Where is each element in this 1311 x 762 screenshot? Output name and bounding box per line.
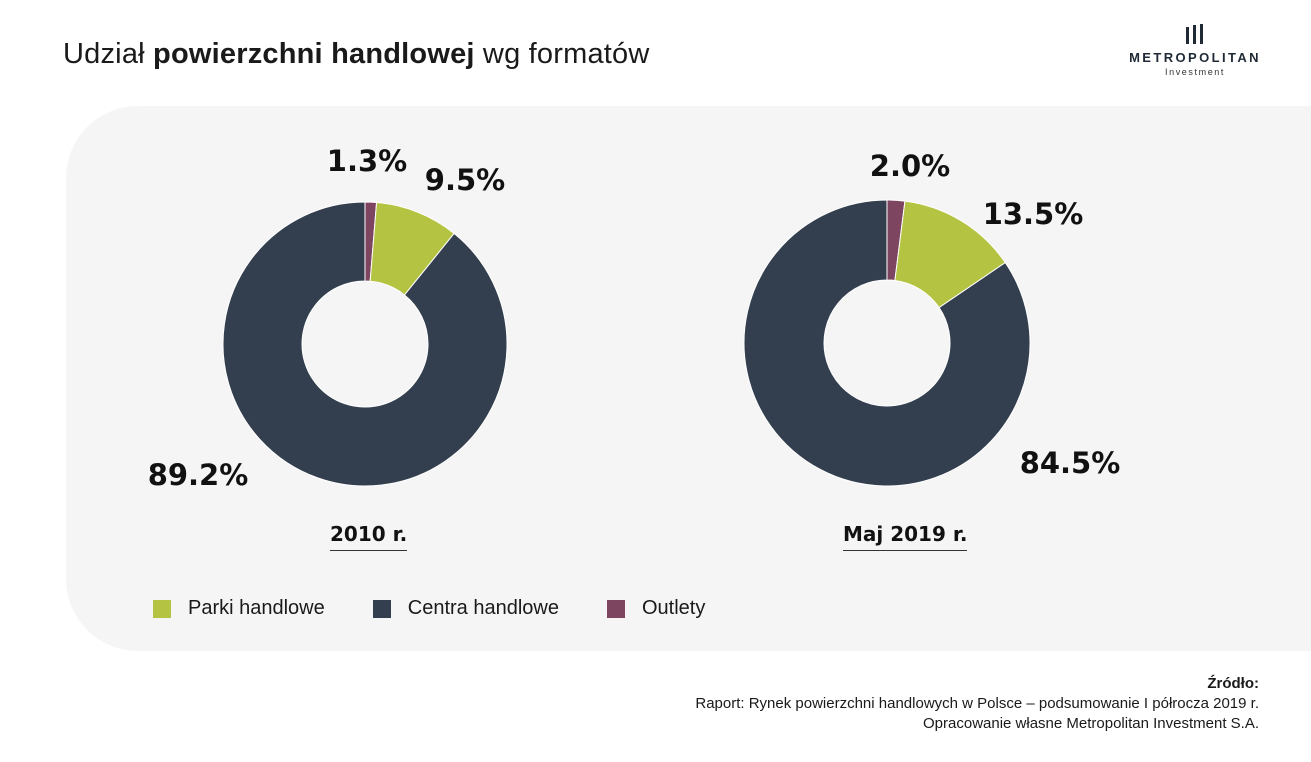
company-logo: METROPOLITAN Investment [1125, 24, 1265, 77]
source-line-1: Raport: Rynek powierzchni handlowych w P… [695, 695, 1259, 712]
data-label-2010-outlety: 1.3% [327, 144, 407, 178]
chart-title-2019: Maj 2019 r. [843, 522, 968, 551]
page-title: Udział powierzchni handlowej wg formatów [63, 38, 650, 71]
legend-label-parki: Parki handlowe [188, 597, 325, 619]
data-label-2019-centra-handlowe: 84.5% [1020, 446, 1121, 480]
title-prefix: Udział [63, 38, 154, 70]
logo-name: METROPOLITAN [1129, 50, 1261, 65]
legend-item-outlety: Outlety [606, 597, 706, 620]
donut-slice-2019-centra-handlowe [743, 199, 1031, 487]
chart-title-2010: 2010 r. [330, 522, 408, 551]
data-label-2019-outlety: 2.0% [870, 149, 950, 183]
legend-label-centra: Centra handlowe [407, 597, 559, 619]
data-label-2010-parki-handlowe: 9.5% [425, 163, 505, 197]
donut-slice-2010-centra-handlowe [222, 201, 508, 487]
legend-swatch-outlety [606, 599, 625, 618]
legend-swatch-parki [153, 599, 171, 618]
legend: Parki handlowe Centra handlowe Outlety [153, 597, 753, 620]
logo-subtitle: Investment [1164, 67, 1226, 77]
source-line-2: Opracowanie własne Metropolitan Investme… [923, 715, 1259, 732]
source-heading: Źródło: [1207, 675, 1259, 692]
legend-swatch-centra [372, 599, 391, 618]
title-emphasis: powierzchni handlowej [153, 38, 475, 70]
data-label-2010-centra-handlowe: 89.2% [148, 458, 249, 492]
data-label-2019-parki-handlowe: 13.5% [983, 197, 1084, 231]
legend-item-parki: Parki handlowe [153, 597, 325, 620]
logo-mark-icon [1186, 24, 1203, 44]
source-note: Źródło: Raport: Rynek powierzchni handlo… [695, 674, 1259, 734]
legend-item-centra: Centra handlowe [372, 597, 559, 620]
legend-label-outlety: Outlety [641, 597, 706, 619]
title-suffix: wg formatów [474, 38, 650, 70]
